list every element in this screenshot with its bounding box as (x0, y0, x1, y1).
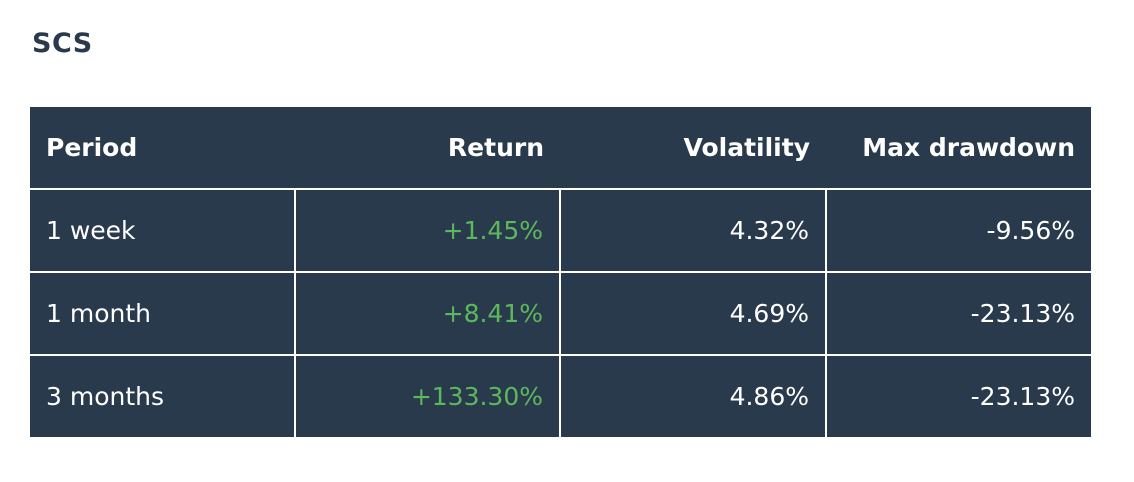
cell-period: 3 months (30, 354, 296, 437)
cell-max-drawdown: -23.13% (825, 354, 1091, 437)
column-header-max-drawdown: Max drawdown (826, 107, 1091, 190)
table-header-row: Period Return Volatility Max drawdown (30, 107, 1091, 190)
cell-volatility: 4.69% (559, 271, 827, 356)
cell-max-drawdown: -9.56% (825, 188, 1091, 273)
cell-volatility: 4.86% (559, 354, 827, 437)
column-header-period: Period (30, 107, 295, 190)
cell-period: 1 week (30, 188, 296, 273)
performance-table: Period Return Volatility Max drawdown 1 … (30, 107, 1091, 437)
table-row: 1 week +1.45% 4.32% -9.56% (30, 188, 1091, 273)
table-row: 1 month +8.41% 4.69% -23.13% (30, 271, 1091, 356)
cell-max-drawdown: -23.13% (825, 271, 1091, 356)
cell-period: 1 month (30, 271, 296, 356)
cell-return: +1.45% (294, 188, 561, 273)
column-header-volatility: Volatility (560, 107, 826, 190)
cell-return: +8.41% (294, 271, 561, 356)
cell-return: +133.30% (294, 354, 561, 437)
column-header-return: Return (295, 107, 560, 190)
page-title: SCS (32, 28, 93, 59)
table-row: 3 months +133.30% 4.86% -23.13% (30, 354, 1091, 437)
cell-volatility: 4.32% (559, 188, 827, 273)
